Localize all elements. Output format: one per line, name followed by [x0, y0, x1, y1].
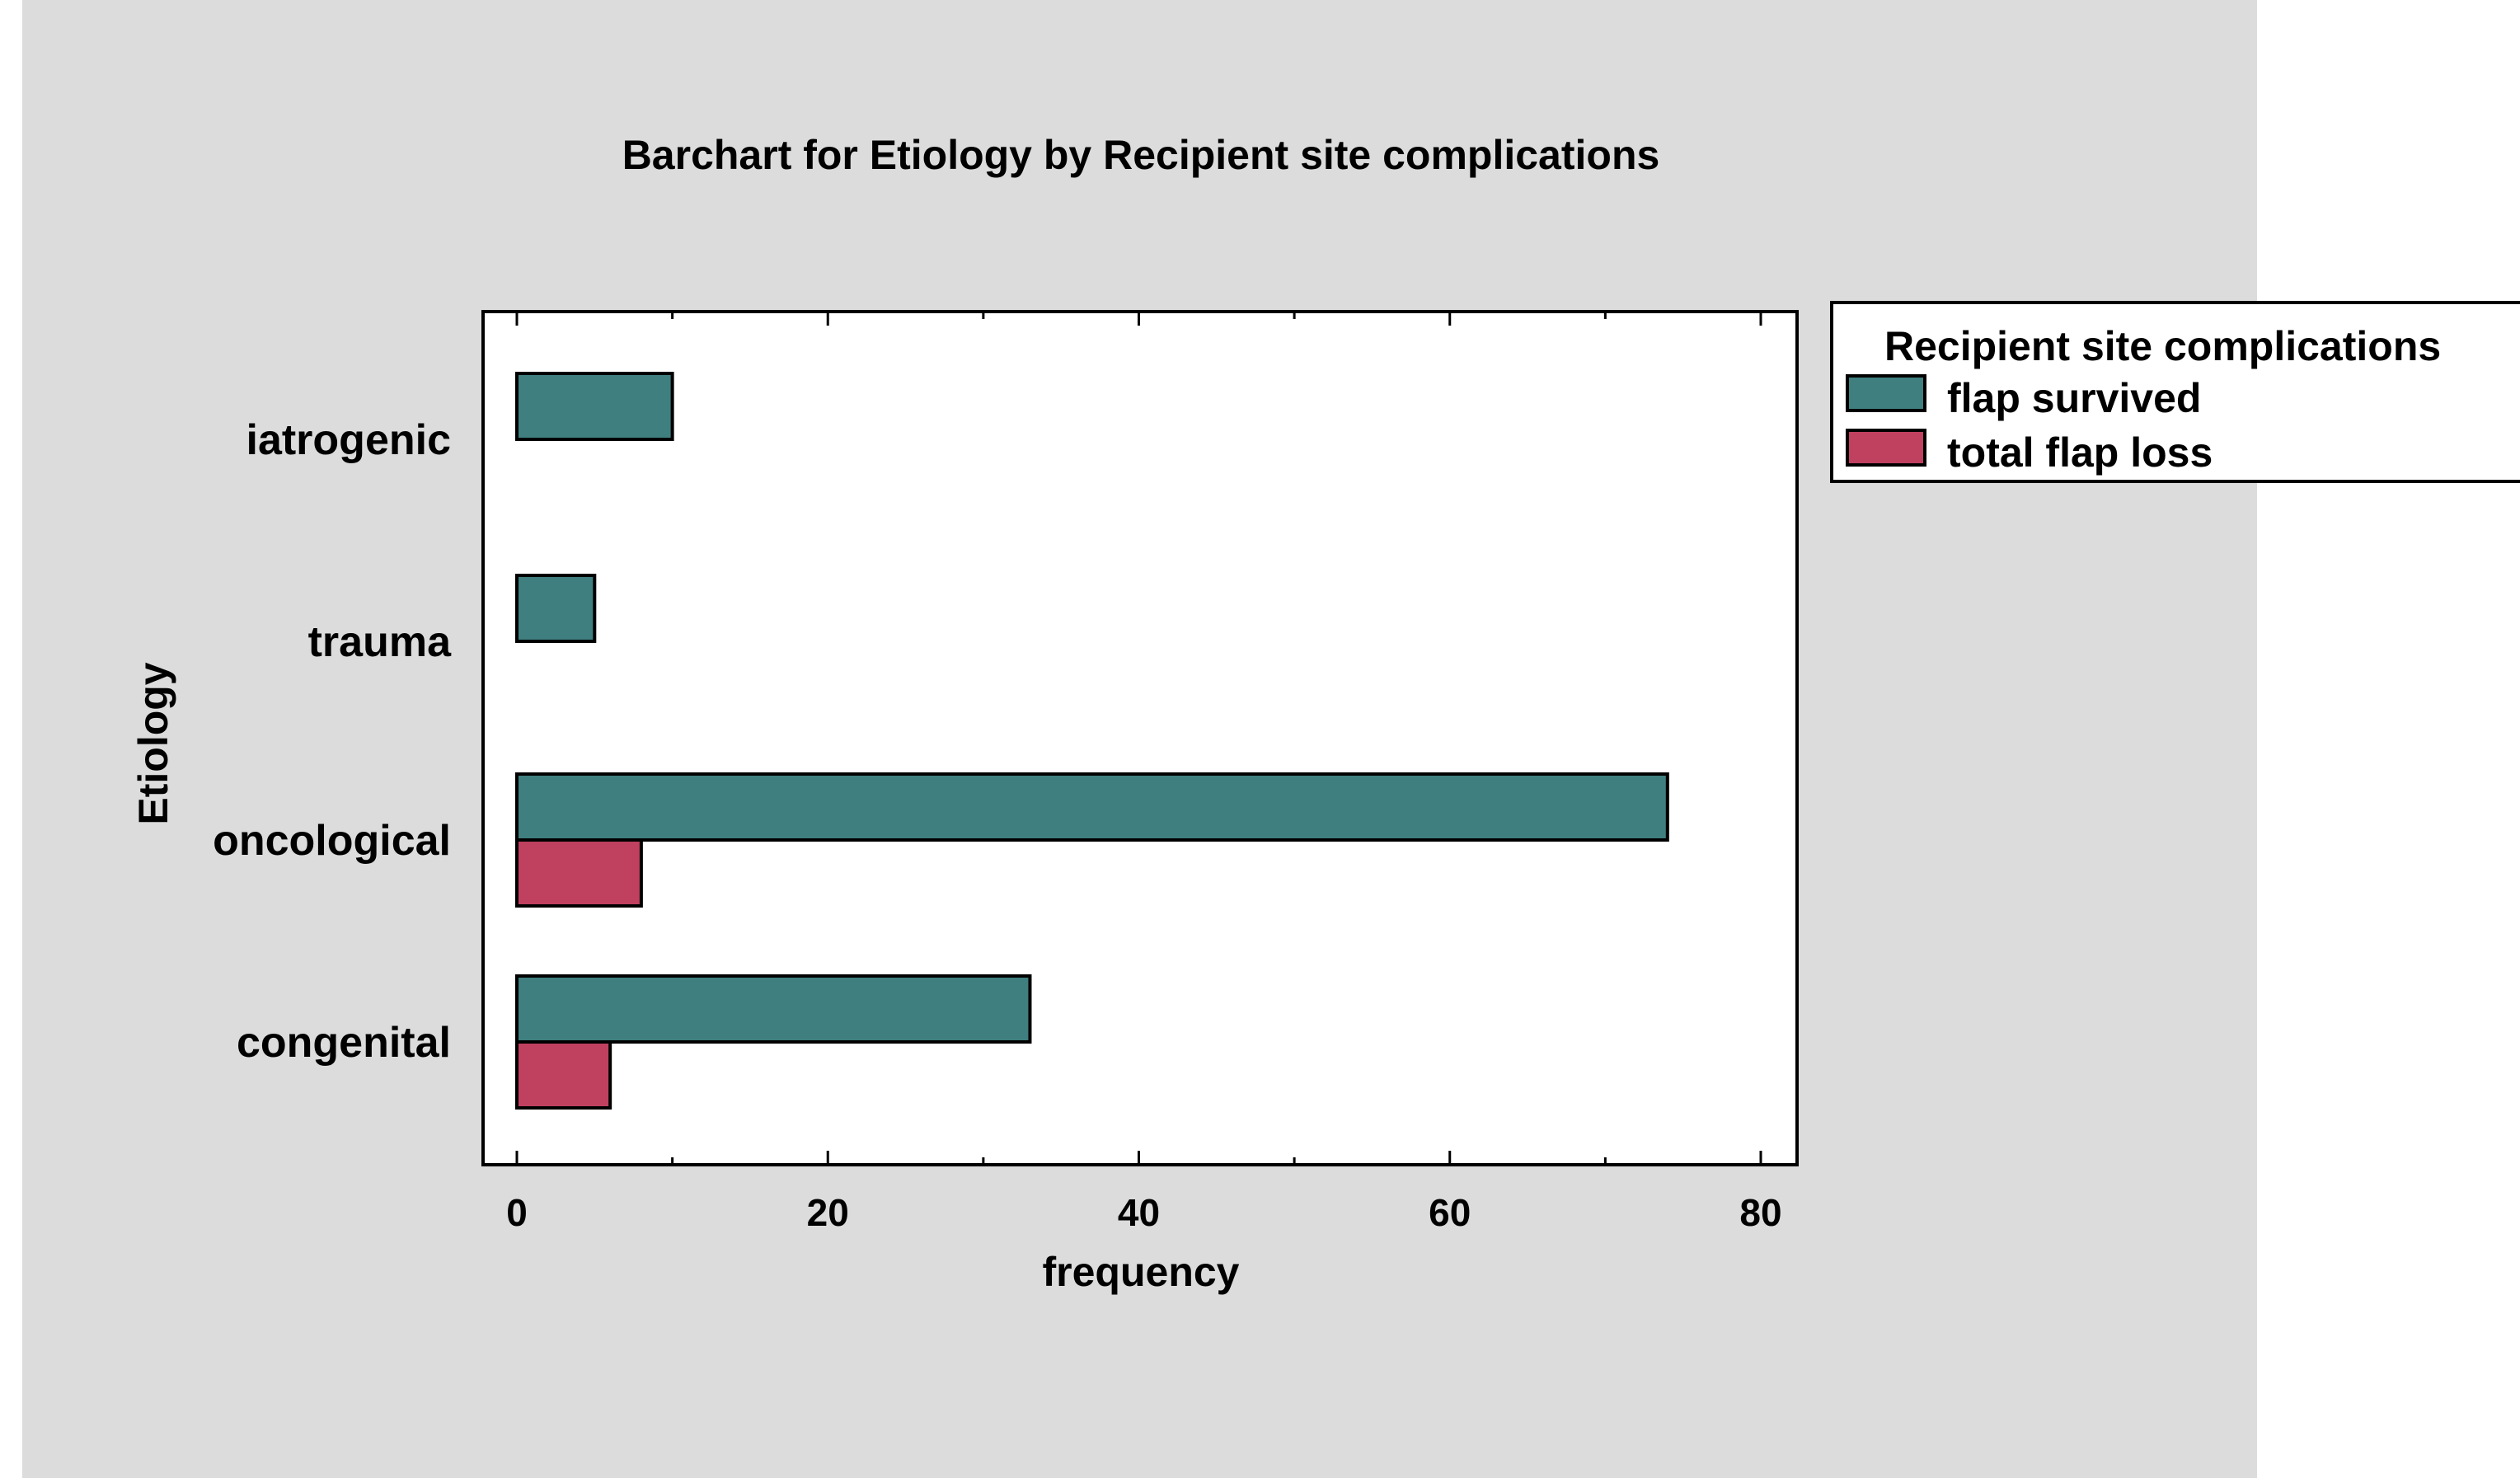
- bar-congenital-flap-survived: [515, 974, 1032, 1044]
- legend-box: [1830, 301, 2520, 483]
- bar-iatrogenic-flap-survived: [515, 372, 674, 441]
- category-label-trauma: trauma: [308, 618, 452, 666]
- legend-swatch-total-flap-loss: [1846, 429, 1926, 467]
- category-label-congenital: congenital: [237, 1019, 451, 1067]
- category-label-oncological: oncological: [213, 817, 451, 865]
- bar-oncological-total-flap-loss: [515, 838, 643, 908]
- x-axis-label: frequency: [1043, 1249, 1240, 1295]
- x-tick-label: 20: [807, 1191, 849, 1234]
- x-tick-label: 60: [1429, 1191, 1471, 1234]
- legend-label-flap-survived: flap survived: [1947, 375, 2201, 421]
- category-label-iatrogenic: iatrogenic: [246, 416, 452, 464]
- legend-label-total-flap-loss: total flap loss: [1947, 429, 2213, 476]
- x-tick-label: 0: [506, 1191, 528, 1234]
- x-tick-label: 40: [1118, 1191, 1160, 1234]
- legend-swatch-flap-survived: [1846, 374, 1926, 412]
- legend: Recipient site complications flap surviv…: [1830, 301, 2520, 483]
- bar-congenital-total-flap-loss: [515, 1040, 612, 1110]
- chart-title: Barchart for Etiology by Recipient site …: [622, 132, 1660, 178]
- legend-title: Recipient site complications: [1884, 323, 2441, 369]
- bar-trauma-flap-survived: [515, 574, 597, 643]
- x-tick-label: 80: [1739, 1191, 1781, 1234]
- y-axis-label: Etiology: [130, 662, 176, 824]
- bar-oncological-flap-survived: [515, 772, 1669, 842]
